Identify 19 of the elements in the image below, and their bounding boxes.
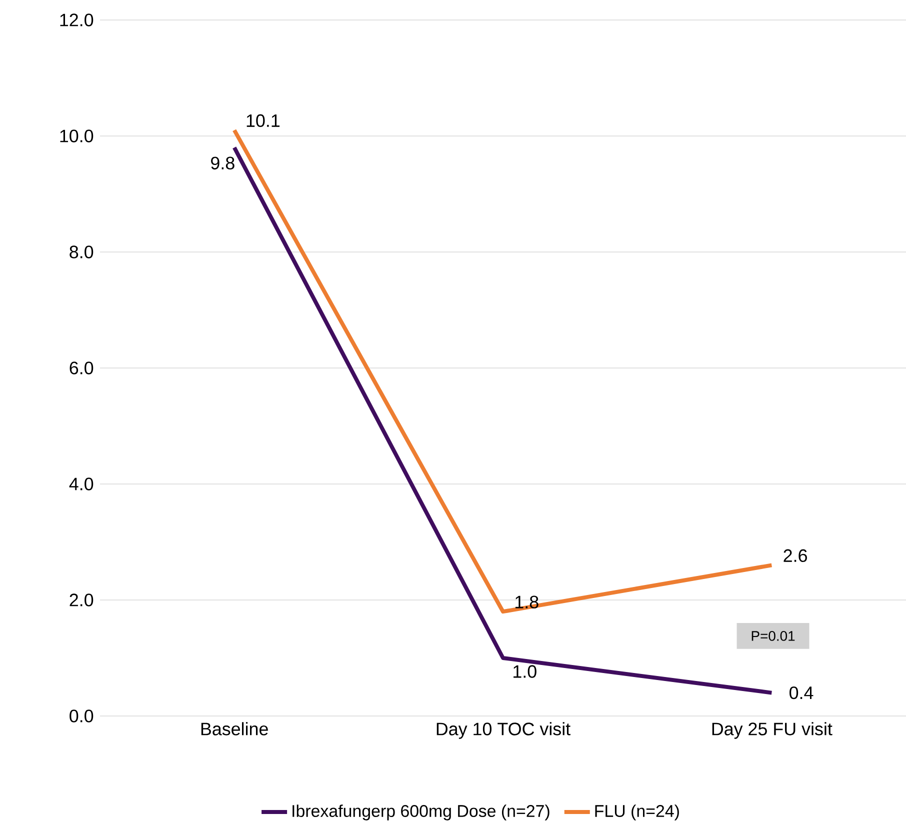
x-tick-label: Baseline bbox=[201, 722, 268, 736]
data-label: 2.6 bbox=[784, 549, 807, 562]
data-label: 1.8 bbox=[516, 596, 538, 608]
y-tick-label: 8.0 bbox=[70, 246, 94, 258]
data-label: 10.1 bbox=[246, 114, 280, 127]
y-tick-label: 2.0 bbox=[70, 594, 94, 606]
data-label: 9.8 bbox=[211, 156, 234, 170]
y-tick-label: 4.0 bbox=[69, 478, 94, 490]
annotation: P=0.01 bbox=[752, 631, 795, 641]
data-label: 1.0 bbox=[514, 665, 536, 678]
x-tick-label: Day 10 TOC visit bbox=[436, 722, 570, 739]
y-tick-label: 0.0 bbox=[70, 710, 94, 722]
y-tick-label: 10.0 bbox=[60, 130, 94, 142]
legend-label: FLU (n=24) bbox=[595, 804, 679, 820]
y-tick-label: 12.0 bbox=[60, 14, 94, 26]
legend-label: Ibrexafungerp 600mg Dose (n=27) bbox=[292, 804, 550, 820]
y-tick-label: 6.0 bbox=[70, 362, 94, 374]
data-label: 0.4 bbox=[790, 686, 814, 700]
x-tick-label: Day 25 FU visit bbox=[712, 722, 832, 739]
